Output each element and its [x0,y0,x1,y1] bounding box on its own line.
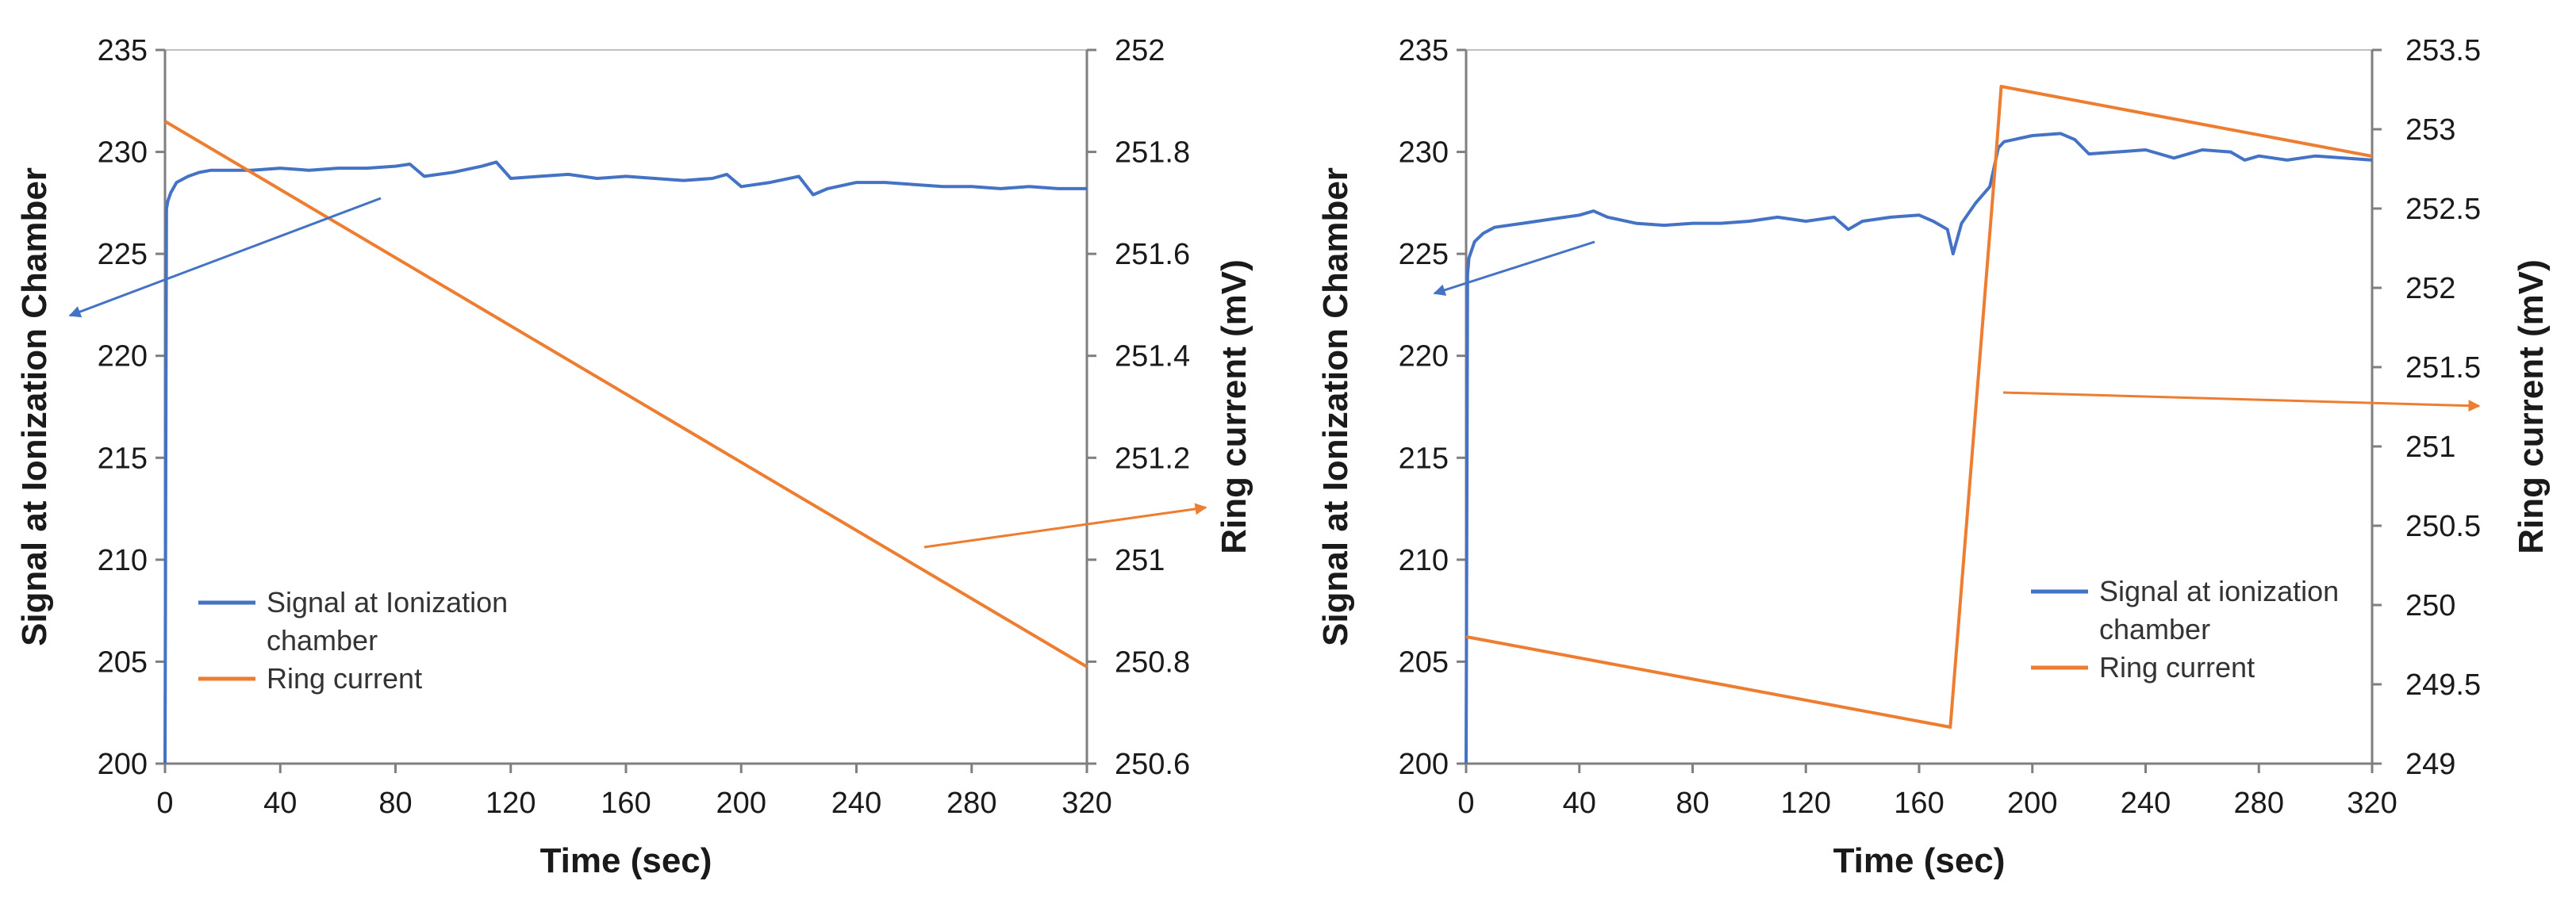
plot-area [164,49,1088,764]
chart-1: 0 40 80 120 160 200 240 280 320 200 205 210 215 220 22… [15,34,1253,880]
y2-tick-label: 251 [1115,544,1165,577]
x-tick-label: 320 [2347,787,2397,820]
x-tick-label: 280 [946,787,996,820]
y-tick-label: 200 [98,748,148,781]
y2-tick-label: 250.5 [2405,510,2481,543]
y2-axis-title: Ring current (mV) [1215,259,1253,554]
y-tick-label: 200 [1399,748,1449,781]
x-tick-label: 160 [1894,787,1944,820]
y2-tick-label: 251.8 [1115,136,1190,170]
x-axis-title: Time (sec) [540,841,712,880]
x-tick-label: 40 [1563,787,1596,820]
legend-label-ring-current: Ring current [2099,651,2255,684]
y-tick-label: 235 [98,34,148,67]
x-tick-label: 80 [378,787,412,820]
y-tick-label: 230 [98,136,148,170]
y2-tick-label: 252 [1115,34,1165,67]
y2-tick-label: 250 [2405,589,2455,622]
y-tick-label: 235 [1399,34,1449,67]
y-tick-label: 215 [1399,442,1449,475]
y-axis-title: Signal at Ionization Chamber [1316,167,1355,646]
x-tick-label: 120 [1781,787,1831,820]
legend-label-signal: Signal at ionization [2099,575,2339,607]
y-tick-label: 220 [1399,340,1449,373]
x-tick-label: 200 [716,787,766,820]
x-tick-label: 80 [1676,787,1709,820]
legend: Signal at Ionization chamber Ring current [198,586,508,695]
x-tick-label: 120 [486,787,536,820]
y2-tick-label: 251.5 [2405,351,2481,385]
x-tick-label: 240 [2121,787,2171,820]
y-tick-label: 210 [1399,544,1449,577]
legend: Signal at ionization chamber Ring current [2031,575,2339,684]
x-tick-label: 280 [2234,787,2284,820]
y2-tick-label: 249.5 [2405,668,2481,702]
y-axis-title: Signal at Ionization Chamber [15,167,54,646]
y2-tick-label: 251.4 [1115,340,1190,373]
x-axis-title: Time (sec) [1833,841,2006,880]
arrow-to-left-axis [68,197,382,318]
x-tick-label: 0 [156,787,173,820]
y2-tick-label: 252.5 [2405,193,2481,226]
y-tick-label: 205 [1399,645,1449,679]
legend-label-signal-cont: chamber [267,624,378,657]
y2-tick-label: 250.6 [1115,748,1190,781]
x-tick-label: 0 [1457,787,1474,820]
y2-tick-label: 253.5 [2405,34,2481,67]
series-line-signal [163,160,1087,764]
y2-tick-label: 251.2 [1115,442,1190,475]
arrow-to-left-axis [1433,240,1595,297]
y2-tick-label: 251.6 [1115,238,1190,271]
x-tick-label: 200 [2007,787,2057,820]
y2-tick-label: 251 [2405,431,2455,464]
x-tick-label: 40 [263,787,297,820]
x-tick-label: 160 [601,787,651,820]
series-line-ring-current [163,120,1088,668]
y-tick-label: 210 [98,544,148,577]
y-tick-label: 215 [98,442,148,475]
series-line-ring-current [1465,85,2373,729]
legend-label-ring-current: Ring current [267,662,422,695]
x-tick-label: 240 [831,787,881,820]
x-tick-label: 320 [1061,787,1111,820]
legend-label-signal: Signal at Ionization [267,586,508,619]
arrow-to-right-axis [923,503,1207,549]
y-tick-label: 205 [98,645,148,679]
y-tick-label: 225 [1399,238,1449,271]
y-tick-label: 225 [98,238,148,271]
y2-axis-title: Ring current (mV) [2512,259,2551,554]
y2-tick-label: 249 [2405,748,2455,781]
legend-label-signal-cont: chamber [2099,613,2210,645]
y2-tick-label: 250.8 [1115,645,1190,679]
y2-tick-label: 252 [2405,272,2455,305]
chart-2: 0 40 80 120 160 200 240 280 320 200 205 210 215 220 22… [1316,34,2551,880]
arrow-to-right-axis [2002,391,2481,412]
series-line-signal [1465,132,2373,764]
y-tick-label: 230 [1399,136,1449,170]
y2-tick-label: 253 [2405,113,2455,147]
y-tick-label: 220 [98,340,148,373]
